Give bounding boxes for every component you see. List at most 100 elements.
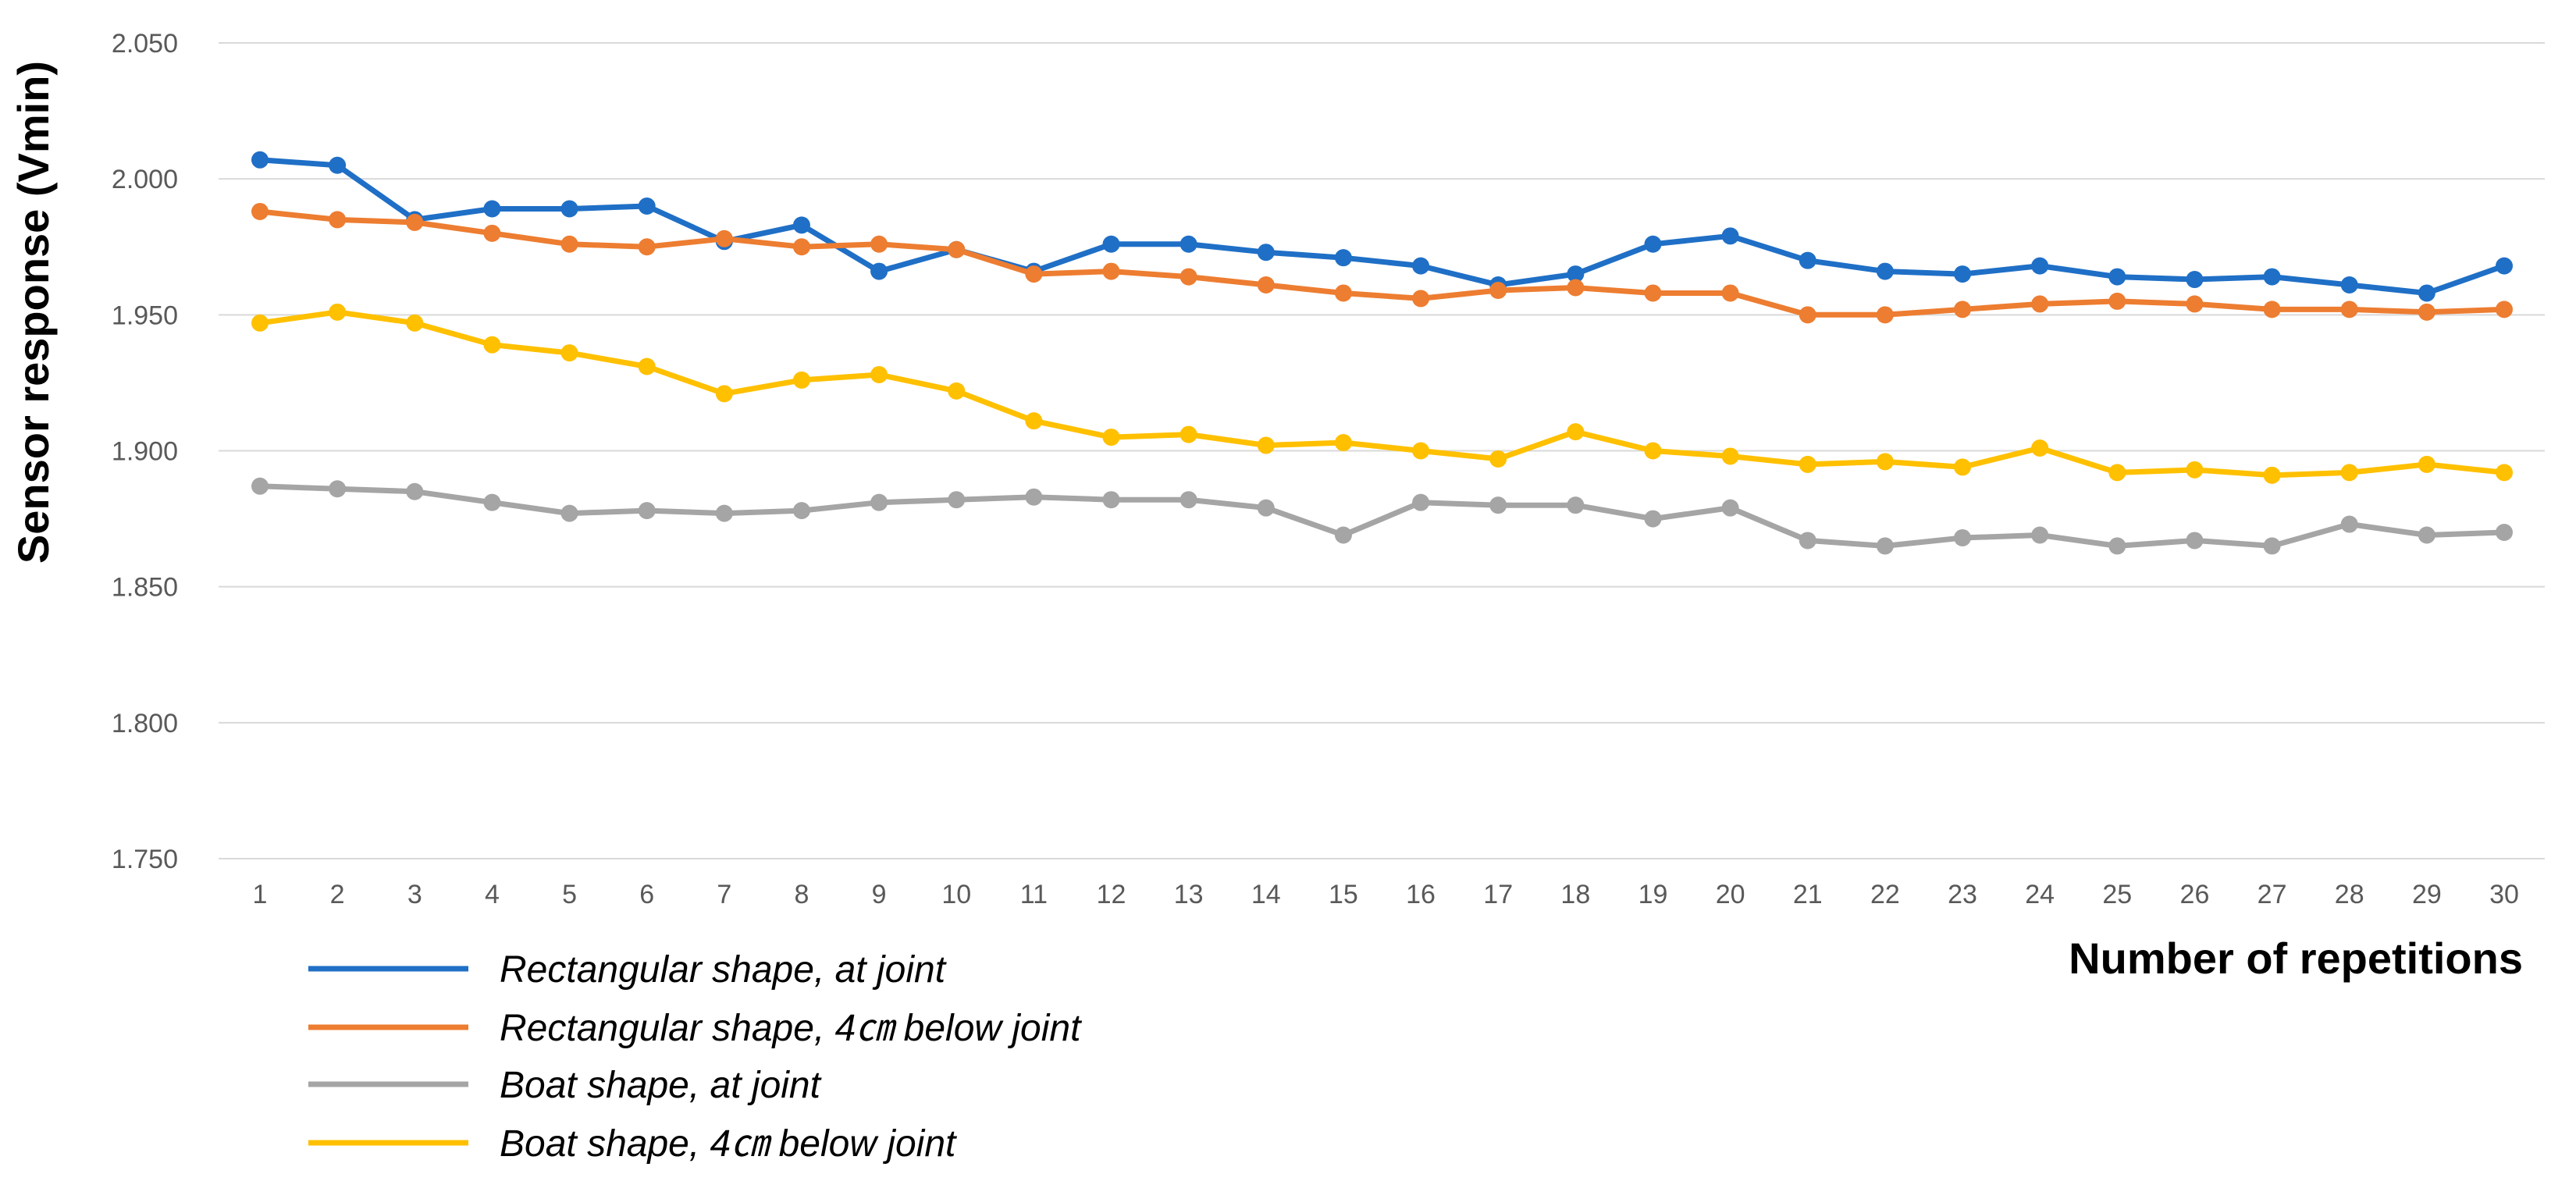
x-tick-label: 28 bbox=[2335, 880, 2364, 909]
x-tick-label: 7 bbox=[717, 880, 731, 909]
legend-label: Boat shape, at joint bbox=[500, 1065, 822, 1106]
data-point bbox=[2186, 532, 2204, 550]
x-tick-label: 12 bbox=[1097, 880, 1126, 909]
y-axis-title: Sensor response (Vmin) bbox=[9, 61, 58, 564]
data-point bbox=[2031, 295, 2049, 313]
data-point bbox=[1412, 257, 1430, 275]
data-point bbox=[948, 382, 966, 400]
x-tick-label: 23 bbox=[1948, 880, 1977, 909]
data-point bbox=[715, 385, 733, 403]
data-point bbox=[1954, 265, 1972, 283]
data-point bbox=[560, 235, 578, 253]
data-point bbox=[560, 200, 578, 218]
data-point bbox=[1179, 425, 1197, 443]
data-point bbox=[1489, 496, 1507, 514]
data-point bbox=[1334, 284, 1352, 302]
data-point bbox=[1102, 491, 1120, 509]
data-point bbox=[406, 314, 424, 332]
x-tick-label: 2 bbox=[330, 880, 345, 909]
data-point bbox=[1489, 450, 1507, 468]
x-tick-label: 16 bbox=[1406, 880, 1436, 909]
data-point bbox=[2496, 301, 2513, 318]
data-point bbox=[2108, 292, 2126, 310]
data-point bbox=[1721, 284, 1739, 302]
data-point bbox=[870, 365, 888, 383]
data-point bbox=[870, 493, 888, 511]
data-point bbox=[1876, 306, 1894, 324]
x-tick-label: 15 bbox=[1329, 880, 1358, 909]
data-point bbox=[329, 480, 347, 498]
x-tick-label: 14 bbox=[1251, 880, 1281, 909]
data-point bbox=[870, 235, 888, 253]
data-point bbox=[1644, 510, 1662, 528]
data-point bbox=[792, 502, 810, 520]
legend-label: Rectangular shape, 4㎝ below joint bbox=[500, 1008, 1082, 1049]
x-axis-ticks: 1 2 3 4 5 6 7 8 9 10 11 12 13 14 15 16 17 18 19 20 21 22 23 24 2… bbox=[253, 880, 2519, 909]
data-point bbox=[1412, 290, 1430, 308]
data-point bbox=[1179, 235, 1197, 253]
data-point bbox=[483, 224, 501, 242]
x-tick-label: 22 bbox=[1870, 880, 1900, 909]
data-point bbox=[2263, 466, 2281, 484]
data-point bbox=[1102, 235, 1120, 253]
x-tick-label: 25 bbox=[2102, 880, 2132, 909]
data-point bbox=[2031, 526, 2049, 544]
x-tick-label: 27 bbox=[2258, 880, 2287, 909]
x-tick-label: 17 bbox=[1483, 880, 1513, 909]
data-point bbox=[1102, 429, 1120, 447]
data-point bbox=[2496, 464, 2513, 482]
y-axis-ticks: 1.750 1.800 1.850 1.900 1.950 2.000 2.050 bbox=[112, 29, 178, 874]
data-point bbox=[251, 151, 269, 169]
y-tick-label: 2.050 bbox=[112, 29, 178, 59]
series-line bbox=[257, 309, 2507, 479]
data-point bbox=[2418, 284, 2435, 302]
data-point bbox=[560, 504, 578, 522]
legend: Rectangular shape, at joint Rectangular s… bbox=[308, 949, 1082, 1165]
data-point bbox=[1799, 532, 1816, 550]
data-point bbox=[1102, 262, 1120, 280]
data-point bbox=[1412, 493, 1430, 511]
data-point bbox=[2418, 526, 2435, 544]
data-point bbox=[2031, 257, 2049, 275]
data-point bbox=[1721, 227, 1739, 245]
x-tick-label: 9 bbox=[872, 880, 887, 909]
series-3 bbox=[251, 477, 2513, 555]
legend-label: Rectangular shape, at joint bbox=[500, 949, 947, 991]
data-point bbox=[2496, 257, 2513, 275]
data-point bbox=[1876, 537, 1894, 555]
y-tick-label: 2.000 bbox=[112, 165, 178, 194]
data-point bbox=[1334, 249, 1352, 267]
data-point bbox=[1799, 251, 1816, 269]
data-point bbox=[251, 314, 269, 332]
gridlines bbox=[219, 42, 2545, 859]
data-point bbox=[1567, 279, 1585, 297]
series-line bbox=[257, 208, 2507, 318]
x-tick-label: 11 bbox=[1020, 880, 1048, 909]
x-tick-label: 21 bbox=[1793, 880, 1823, 909]
data-point bbox=[2418, 455, 2435, 473]
y-tick-label: 1.800 bbox=[112, 709, 178, 738]
data-point bbox=[1644, 235, 1662, 253]
data-point bbox=[2496, 524, 2513, 541]
data-point bbox=[2031, 439, 2049, 457]
data-point bbox=[251, 477, 269, 495]
data-point bbox=[1257, 276, 1275, 294]
data-point bbox=[2340, 276, 2358, 294]
data-point bbox=[1954, 528, 1972, 546]
data-point bbox=[2108, 464, 2126, 482]
x-tick-label: 8 bbox=[795, 880, 809, 909]
data-point bbox=[1179, 268, 1197, 286]
y-tick-label: 1.900 bbox=[112, 437, 178, 467]
data-point bbox=[1257, 499, 1275, 517]
data-point bbox=[1179, 491, 1197, 509]
data-point bbox=[1412, 442, 1430, 460]
data-point bbox=[638, 502, 656, 520]
data-point bbox=[1876, 453, 1894, 471]
x-tick-label: 29 bbox=[2412, 880, 2442, 909]
x-tick-label: 10 bbox=[941, 880, 971, 909]
data-point bbox=[560, 344, 578, 362]
data-point bbox=[483, 336, 501, 354]
y-tick-label: 1.750 bbox=[112, 845, 178, 874]
data-point bbox=[638, 358, 656, 375]
